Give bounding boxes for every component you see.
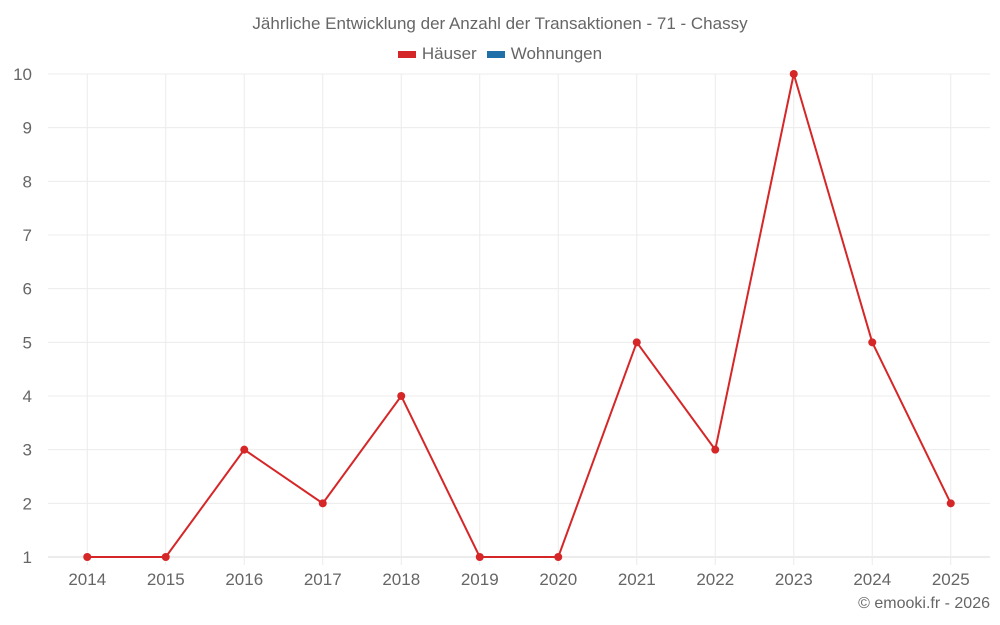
data-point xyxy=(161,553,170,561)
x-tick-label: 2025 xyxy=(932,570,970,589)
data-point xyxy=(397,392,406,400)
x-tick-label: 2016 xyxy=(225,570,263,589)
data-point xyxy=(83,553,92,561)
data-point xyxy=(789,70,798,78)
y-tick-label: 7 xyxy=(23,226,32,245)
data-point xyxy=(240,445,249,454)
x-tick-label: 2021 xyxy=(618,570,656,589)
x-tick-label: 2015 xyxy=(147,570,185,589)
data-point xyxy=(946,499,955,508)
y-tick-label: 4 xyxy=(23,387,32,406)
legend-label-wohnungen: Wohnungen xyxy=(510,44,603,63)
x-tick-label: 2017 xyxy=(304,570,342,589)
y-tick-label: 8 xyxy=(23,172,32,191)
y-tick-label: 3 xyxy=(23,441,32,460)
data-point xyxy=(318,499,327,508)
x-tick-label: 2019 xyxy=(461,570,499,589)
y-tick-label: 2 xyxy=(23,494,32,513)
x-tick-label: 2020 xyxy=(539,570,577,589)
copyright-footer: © emooki.fr - 2026 xyxy=(858,595,990,612)
legend-swatch-haeuser xyxy=(397,50,416,58)
y-tick-label: 1 xyxy=(23,548,32,567)
y-tick-label: 5 xyxy=(23,333,32,352)
legend-swatch-wohnungen xyxy=(486,50,505,58)
data-point xyxy=(632,338,641,347)
data-point xyxy=(868,338,877,347)
y-tick-label: 6 xyxy=(23,280,32,299)
chart-title: Jährliche Entwicklung der Anzahl der Tra… xyxy=(252,14,748,33)
y-tick-label: 9 xyxy=(23,119,32,138)
legend-item-haeuser[interactable]: Häuser xyxy=(397,44,477,64)
legend: Häuser Wohnungen xyxy=(0,44,1000,64)
data-point xyxy=(475,553,484,561)
x-tick-label: 2024 xyxy=(853,570,891,589)
series-line xyxy=(87,73,952,558)
data-point xyxy=(711,445,720,454)
x-tick-label: 2022 xyxy=(696,570,734,589)
x-tick-label: 2018 xyxy=(382,570,420,589)
y-tick-label: 10 xyxy=(13,65,32,84)
data-point xyxy=(554,553,563,561)
x-tick-label: 2014 xyxy=(68,570,106,589)
legend-label-haeuser: Häuser xyxy=(421,44,477,63)
legend-item-wohnungen[interactable]: Wohnungen xyxy=(486,44,603,64)
x-tick-label: 2023 xyxy=(775,570,813,589)
